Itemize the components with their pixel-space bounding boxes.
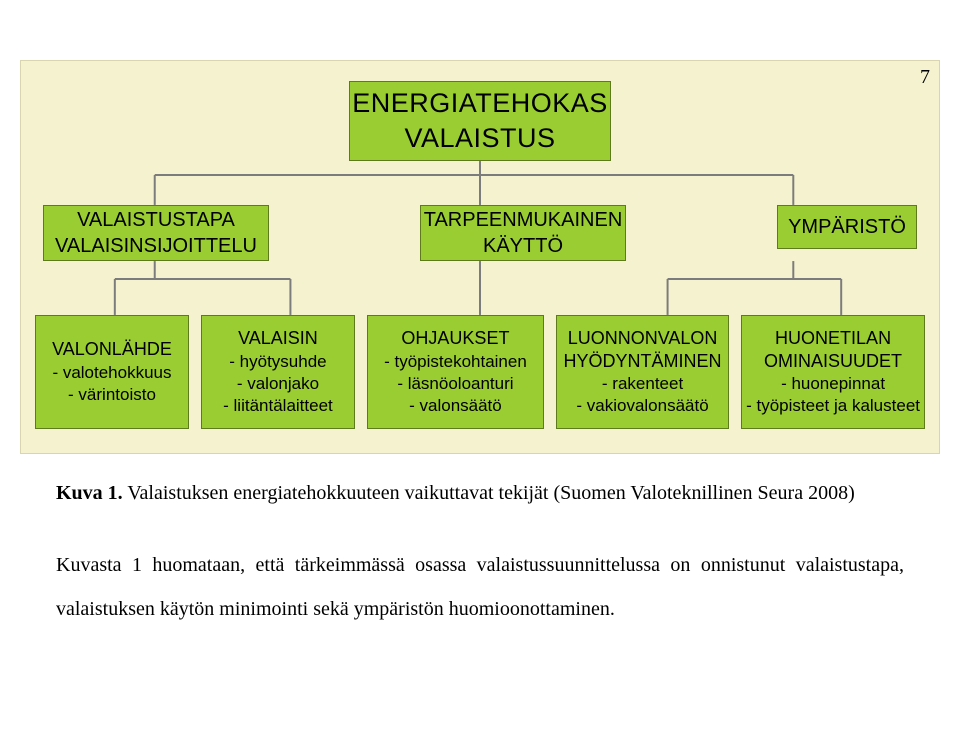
bot5-i2: - työpisteet ja kalusteet — [746, 395, 920, 417]
title-line-1: ENERGIATEHOKAS — [352, 86, 608, 121]
bot2-i2: - valonjako — [237, 373, 319, 395]
bot3-title: OHJAUKSET — [401, 327, 509, 350]
bot3-i1: - työpistekohtainen — [384, 351, 527, 373]
row-title: ENERGIATEHOKAS VALAISTUS — [33, 81, 927, 161]
bot2-i1: - hyötysuhde — [229, 351, 326, 373]
bot1-i2: - värintoisto — [68, 384, 156, 406]
mid3-l1: YMPÄRISTÖ — [788, 214, 906, 240]
row-mid: VALAISTUSTAPA VALAISINSIJOITTELU TARPEEN… — [33, 205, 927, 261]
bot1-i1: - valotehokkuus — [52, 362, 171, 384]
body-paragraph: Kuvasta 1 huomataan, että tärkeimmässä o… — [56, 543, 904, 631]
title-box: ENERGIATEHOKAS VALAISTUS — [349, 81, 611, 161]
bot2-title: VALAISIN — [238, 327, 318, 350]
bot-box-5: HUONETILAN OMINAISUUDET - huonepinnat - … — [741, 315, 925, 429]
caption-label: Kuva 1. — [56, 482, 123, 504]
mid1-l2: VALAISINSIJOITTELU — [55, 233, 257, 259]
figure-caption: Kuva 1. Valaistuksen energiatehokkuuteen… — [56, 482, 904, 505]
bot4-i2: - vakiovalonsäätö — [576, 395, 708, 417]
mid-box-3: YMPÄRISTÖ — [777, 205, 917, 249]
bot4-t2: HYÖDYNTÄMINEN — [564, 350, 722, 373]
bot-box-3: OHJAUKSET - työpistekohtainen - läsnöolo… — [367, 315, 544, 429]
mid-box-2: TARPEENMUKAINEN KÄYTTÖ — [420, 205, 626, 261]
bot1-title: VALONLÄHDE — [52, 338, 172, 361]
bot5-i1: - huonepinnat — [781, 373, 885, 395]
caption-text: Valaistuksen energiatehokkuuteen vaikutt… — [123, 482, 855, 504]
bot-box-2: VALAISIN - hyötysuhde - valonjako - liit… — [201, 315, 355, 429]
row-bot: VALONLÄHDE - valotehokkuus - värintoisto… — [33, 315, 927, 429]
bot2-i3: - liitäntälaitteet — [223, 395, 333, 417]
mid2-l1: TARPEENMUKAINEN — [424, 207, 623, 233]
mid1-l1: VALAISTUSTAPA — [77, 207, 235, 233]
diagram-frame: ENERGIATEHOKAS VALAISTUS VALAISTUSTAPA V… — [20, 60, 940, 454]
bot4-i1: - rakenteet — [602, 373, 683, 395]
bot5-t2: OMINAISUUDET — [764, 350, 902, 373]
bot-box-1: VALONLÄHDE - valotehokkuus - värintoisto — [35, 315, 189, 429]
connector-bottom — [33, 261, 927, 315]
title-line-2: VALAISTUS — [404, 121, 555, 156]
bot3-i2: - läsnöoloanturi — [397, 373, 513, 395]
bot4-t1: LUONNONVALON — [568, 327, 718, 350]
bot3-i3: - valonsäätö — [409, 395, 502, 417]
page-number: 7 — [920, 66, 930, 89]
connector-top — [33, 161, 927, 205]
bot-box-4: LUONNONVALON HYÖDYNTÄMINEN - rakenteet -… — [556, 315, 729, 429]
bot5-t1: HUONETILAN — [775, 327, 891, 350]
mid-box-1: VALAISTUSTAPA VALAISINSIJOITTELU — [43, 205, 269, 261]
mid2-l2: KÄYTTÖ — [483, 233, 563, 259]
